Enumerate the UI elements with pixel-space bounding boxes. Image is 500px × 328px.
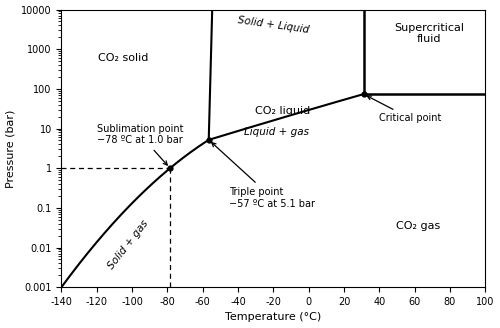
- Text: CO₂ solid: CO₂ solid: [98, 53, 148, 63]
- X-axis label: Temperature (°C): Temperature (°C): [225, 313, 322, 322]
- Text: Solid + Liquid: Solid + Liquid: [237, 15, 310, 35]
- Text: Triple point
−57 ºC at 5.1 bar: Triple point −57 ºC at 5.1 bar: [212, 143, 315, 209]
- Y-axis label: Pressure (bar): Pressure (bar): [6, 109, 16, 188]
- Text: Critical point: Critical point: [368, 96, 442, 123]
- Text: Supercritical
fluid: Supercritical fluid: [394, 23, 464, 44]
- Text: Sublimation point
−78 ºC at 1.0 bar: Sublimation point −78 ºC at 1.0 bar: [97, 124, 184, 165]
- Text: Solid + gas: Solid + gas: [106, 218, 150, 271]
- Text: Liquid + gas: Liquid + gas: [244, 127, 310, 137]
- Text: CO₂ gas: CO₂ gas: [396, 221, 440, 231]
- Text: CO₂ liquid: CO₂ liquid: [254, 106, 310, 116]
